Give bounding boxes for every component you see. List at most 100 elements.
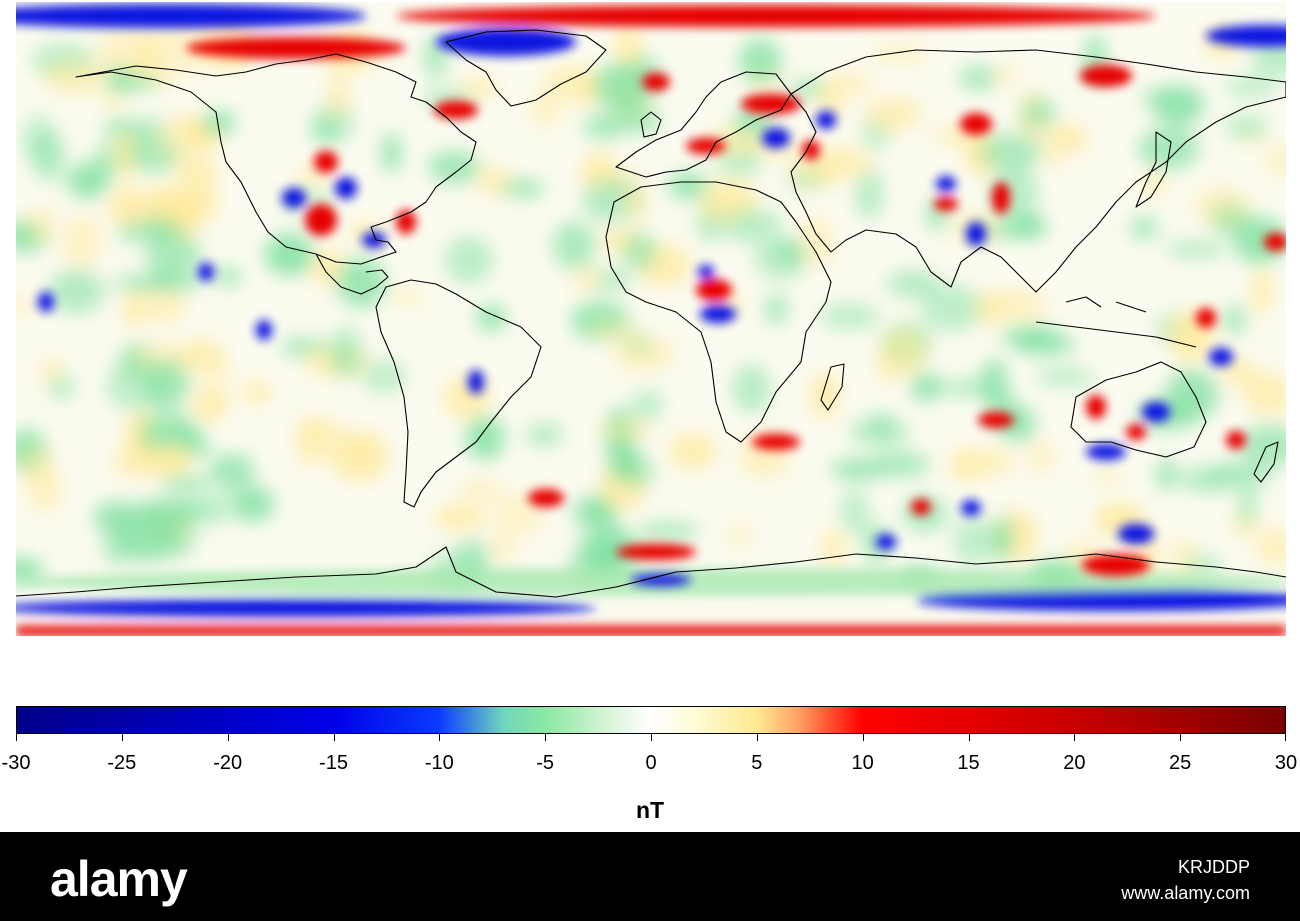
mottle-blob xyxy=(16,557,45,583)
mottle-blob xyxy=(1240,424,1286,466)
mottle-blob xyxy=(763,293,789,325)
mottle-blob xyxy=(839,488,870,535)
mottle-blob xyxy=(886,270,939,298)
colorbar-tick-mark xyxy=(1074,734,1076,741)
colorbar-tick-label: 5 xyxy=(751,752,763,774)
colorbar xyxy=(16,706,1286,734)
mottle-blob xyxy=(460,479,503,501)
colorbar-tick-label: 15 xyxy=(957,752,980,774)
positive-anomaly xyxy=(1126,424,1146,440)
mottle-blob xyxy=(920,283,983,332)
image-url: www.alamy.com xyxy=(1121,883,1250,903)
mottle-blob xyxy=(530,91,563,127)
positive-anomaly xyxy=(434,101,478,119)
mottle-blob xyxy=(145,185,169,224)
mottle-blob xyxy=(444,236,494,284)
mottle-blob xyxy=(98,30,142,77)
coast-asia xyxy=(790,49,1286,293)
mottle-blob xyxy=(209,453,255,491)
mottle-blob xyxy=(1181,466,1236,493)
mottle-blob xyxy=(1254,528,1286,566)
mottle-blob xyxy=(328,328,363,378)
mottle-blob xyxy=(381,132,402,174)
band-north-blue-east xyxy=(1206,25,1286,47)
mottle-blob xyxy=(575,533,625,553)
mottle-blob xyxy=(48,269,105,314)
coast-new-zealand xyxy=(1253,441,1279,483)
mottle-blob xyxy=(1128,215,1160,241)
negative-anomaly xyxy=(1086,444,1126,460)
mottle-blob xyxy=(636,522,700,539)
polar-anomaly-bands xyxy=(16,4,1286,636)
colorbar-tick-mark xyxy=(545,734,547,741)
negative-anomaly xyxy=(966,222,986,246)
mottle-blob xyxy=(614,24,643,70)
coast-indonesia xyxy=(1035,296,1197,348)
anomaly-blobs xyxy=(38,65,1286,586)
mottle-blob xyxy=(953,517,994,565)
mottle-blob xyxy=(958,64,997,92)
mottle-blob xyxy=(191,494,230,525)
mottle-blob xyxy=(393,288,424,306)
mottle-blob xyxy=(989,288,1048,323)
mottle-blob xyxy=(990,516,1014,561)
mottle-blob xyxy=(1021,97,1057,130)
negative-anomaly xyxy=(936,176,956,192)
mottle-blob xyxy=(1143,174,1165,196)
colorbar-tick-label: 30 xyxy=(1274,752,1298,774)
negative-anomaly xyxy=(468,370,484,394)
mottle-blob xyxy=(729,521,751,550)
mottle-blob xyxy=(943,379,988,397)
watermark-footer: alamy KRJDDP www.alamy.com xyxy=(0,832,1300,921)
colorbar-tick-mark xyxy=(862,734,864,741)
negative-anomaly xyxy=(1209,348,1233,366)
negative-anomaly xyxy=(816,111,836,129)
mottle-blob xyxy=(137,289,187,324)
mottle-blob xyxy=(865,97,923,132)
colorbar-tick-label: 0 xyxy=(645,752,657,774)
mottle-blob xyxy=(98,92,127,111)
mottle-blob xyxy=(1155,458,1179,491)
mottle-blob xyxy=(170,181,219,224)
mottle-blob xyxy=(465,415,505,460)
positive-anomaly xyxy=(978,412,1014,428)
mottle-blob xyxy=(821,529,846,569)
mottle-blob xyxy=(153,515,196,559)
negative-anomaly xyxy=(1118,524,1154,544)
mottle-blob xyxy=(336,257,386,308)
mottle-blob xyxy=(150,272,172,290)
mottle-blob xyxy=(667,172,709,199)
negative-anomaly xyxy=(335,177,357,199)
negative-anomaly xyxy=(256,320,272,340)
mottle-blob xyxy=(201,110,236,135)
positive-anomaly xyxy=(305,204,337,236)
mottle-blob xyxy=(979,359,1009,411)
mottle-blob xyxy=(134,28,163,73)
positive-anomaly xyxy=(934,197,958,211)
mottle-blob xyxy=(1153,85,1205,126)
mottle-blob xyxy=(241,382,273,403)
mottle-blob xyxy=(1265,145,1286,177)
mottle-blob xyxy=(613,336,676,372)
mottle-blob xyxy=(113,274,151,294)
mottle-blob xyxy=(849,417,910,447)
mottle-blob xyxy=(475,165,512,196)
colorbar-tick-label: 20 xyxy=(1063,752,1086,774)
mottle-blob xyxy=(738,38,782,84)
mottle-blob xyxy=(552,221,597,270)
coastlines xyxy=(16,29,1286,598)
mottle-blob xyxy=(1220,357,1255,385)
mottle-blob xyxy=(723,207,782,244)
band-north-red xyxy=(396,5,1156,27)
mottle-blob xyxy=(1223,304,1246,335)
mottle-blob xyxy=(264,233,315,276)
colorbar-tick-mark xyxy=(1180,734,1182,741)
colorbar-tick-mark xyxy=(227,734,229,741)
mottle-blob xyxy=(818,79,845,121)
mottle-blob xyxy=(143,358,190,408)
negative-anomaly xyxy=(762,128,790,148)
colorbar-tick-mark xyxy=(121,734,123,741)
mottle-blob xyxy=(830,458,886,481)
colorbar-tick-label: -25 xyxy=(107,752,137,774)
coast-antarctica xyxy=(16,546,1286,598)
